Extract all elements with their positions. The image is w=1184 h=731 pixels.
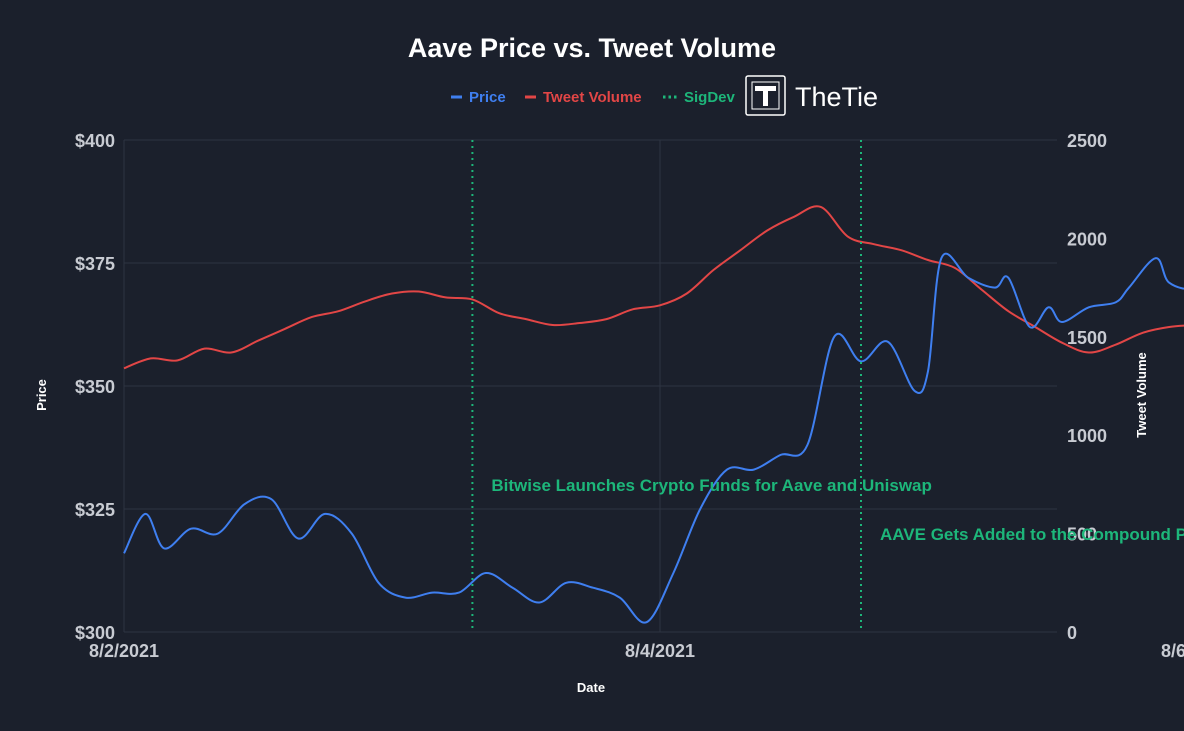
y-tick-left: $350 bbox=[75, 377, 115, 397]
series-line-price bbox=[123, 252, 1184, 624]
y-tick-right: 1000 bbox=[1067, 426, 1107, 446]
x-tick: 8/4/2021 bbox=[625, 641, 695, 661]
y-tick-left: $325 bbox=[75, 500, 115, 520]
chart-title: Aave Price vs. Tweet Volume bbox=[408, 33, 776, 63]
brand-name: TheTie bbox=[795, 82, 878, 112]
left-axis-label: Price bbox=[34, 379, 49, 411]
logo-t-bar bbox=[755, 86, 776, 91]
y-tick-right: 2500 bbox=[1067, 131, 1107, 151]
plot-area: $300 $325 $350 $375 $400 0 500 1000 1500 2000 2500… bbox=[75, 131, 1184, 661]
logo-frame bbox=[745, 75, 786, 116]
y-tick-right: 1500 bbox=[1067, 328, 1107, 348]
legend-label-price: Price bbox=[469, 89, 506, 106]
series-line-tweet-volume bbox=[123, 205, 1184, 370]
sigdev-annotation-label[interactable]: Bitwise Launches Crypto Funds for Aave a… bbox=[491, 476, 932, 495]
y-tick-right: 500 bbox=[1067, 525, 1097, 545]
right-axis-label: Tweet Volume bbox=[1134, 352, 1149, 437]
sigdev-annotation-label[interactable]: AAVE Gets Added to the Compound Protocol bbox=[880, 525, 1184, 544]
y-tick-right: 2000 bbox=[1067, 229, 1107, 249]
y-tick-left: $400 bbox=[75, 131, 115, 151]
x-tick: 8/2/2021 bbox=[89, 641, 159, 661]
x-axis-label: Date bbox=[577, 680, 605, 695]
logo-t-stem bbox=[763, 91, 768, 106]
legend-item-sigdev[interactable]: SigDev bbox=[663, 89, 736, 106]
y-tick-right: 0 bbox=[1067, 623, 1077, 643]
legend-item-price[interactable]: Price bbox=[451, 89, 506, 106]
legend-item-tweet-volume[interactable]: Tweet Volume bbox=[525, 89, 642, 106]
y-tick-left: $375 bbox=[75, 254, 115, 274]
thetie-logo: TheTie bbox=[745, 75, 878, 116]
logo-inner-frame bbox=[751, 81, 780, 110]
legend[interactable]: Price Tweet Volume SigDev bbox=[451, 89, 736, 106]
x-tick: 8/6/2021 bbox=[1161, 641, 1184, 661]
legend-label-sigdev: SigDev bbox=[684, 89, 736, 106]
y-tick-left: $300 bbox=[75, 623, 115, 643]
legend-label-tweet-volume: Tweet Volume bbox=[543, 89, 642, 106]
